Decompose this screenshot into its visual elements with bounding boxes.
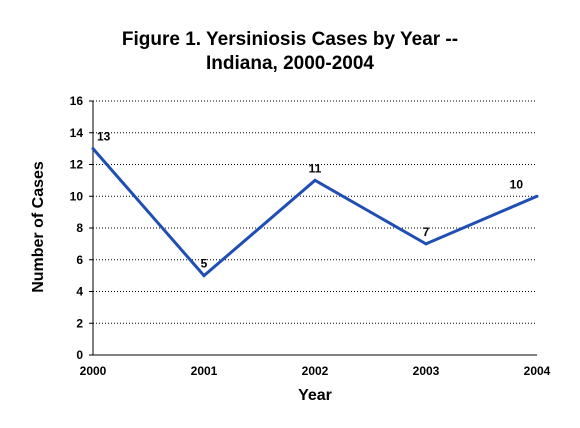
data-label-2004: 10 [510, 177, 524, 191]
chart-title-line-2: Indiana, 2000-2004 [206, 53, 374, 74]
data-point-2002 [313, 178, 317, 182]
x-axis-label: Year [298, 387, 332, 404]
y-tick-label-10: 10 [70, 189, 84, 203]
data-point-2000 [91, 147, 95, 151]
x-tick-label-2000: 2000 [80, 364, 107, 378]
x-tick-label-2002: 2002 [302, 364, 329, 378]
y-tick-label-16: 16 [70, 94, 84, 108]
x-tick-labels: 2000 2001 2002 2003 2004 [80, 364, 551, 378]
y-tick-label-14: 14 [70, 126, 84, 140]
y-tick-label-2: 2 [76, 316, 83, 330]
data-label-2003: 7 [423, 225, 430, 239]
y-tick-label-8: 8 [76, 221, 83, 235]
data-label-2002: 11 [309, 161, 322, 175]
data-point-2003 [424, 242, 428, 246]
y-tick-label-12: 12 [70, 158, 84, 172]
x-tick-label-2003: 2003 [413, 364, 440, 378]
y-tick-label-6: 6 [76, 253, 83, 267]
series-cases [91, 147, 539, 278]
gridlines [93, 100, 537, 324]
y-tick-label-0: 0 [76, 348, 83, 362]
x-tick-label-2001: 2001 [191, 364, 218, 378]
data-label-2000: 13 [97, 130, 111, 144]
data-point-2001 [202, 274, 206, 278]
axes [89, 100, 537, 356]
y-tick-labels: 0 2 4 6 8 10 12 14 16 [70, 94, 84, 362]
chart-title-line-1: Figure 1. Yersiniosis Cases by Year -- [121, 29, 459, 50]
chart-title: Figure 1. Yersiniosis Cases by Year -- I… [0, 28, 580, 76]
data-point-2004 [535, 194, 539, 198]
data-labels: 13 5 11 7 10 [97, 130, 523, 271]
x-tick-label-2004: 2004 [524, 364, 551, 378]
y-tick-label-4: 4 [76, 285, 83, 299]
data-label-2001: 5 [201, 257, 208, 271]
y-axis-label: Number of Cases [30, 161, 47, 293]
